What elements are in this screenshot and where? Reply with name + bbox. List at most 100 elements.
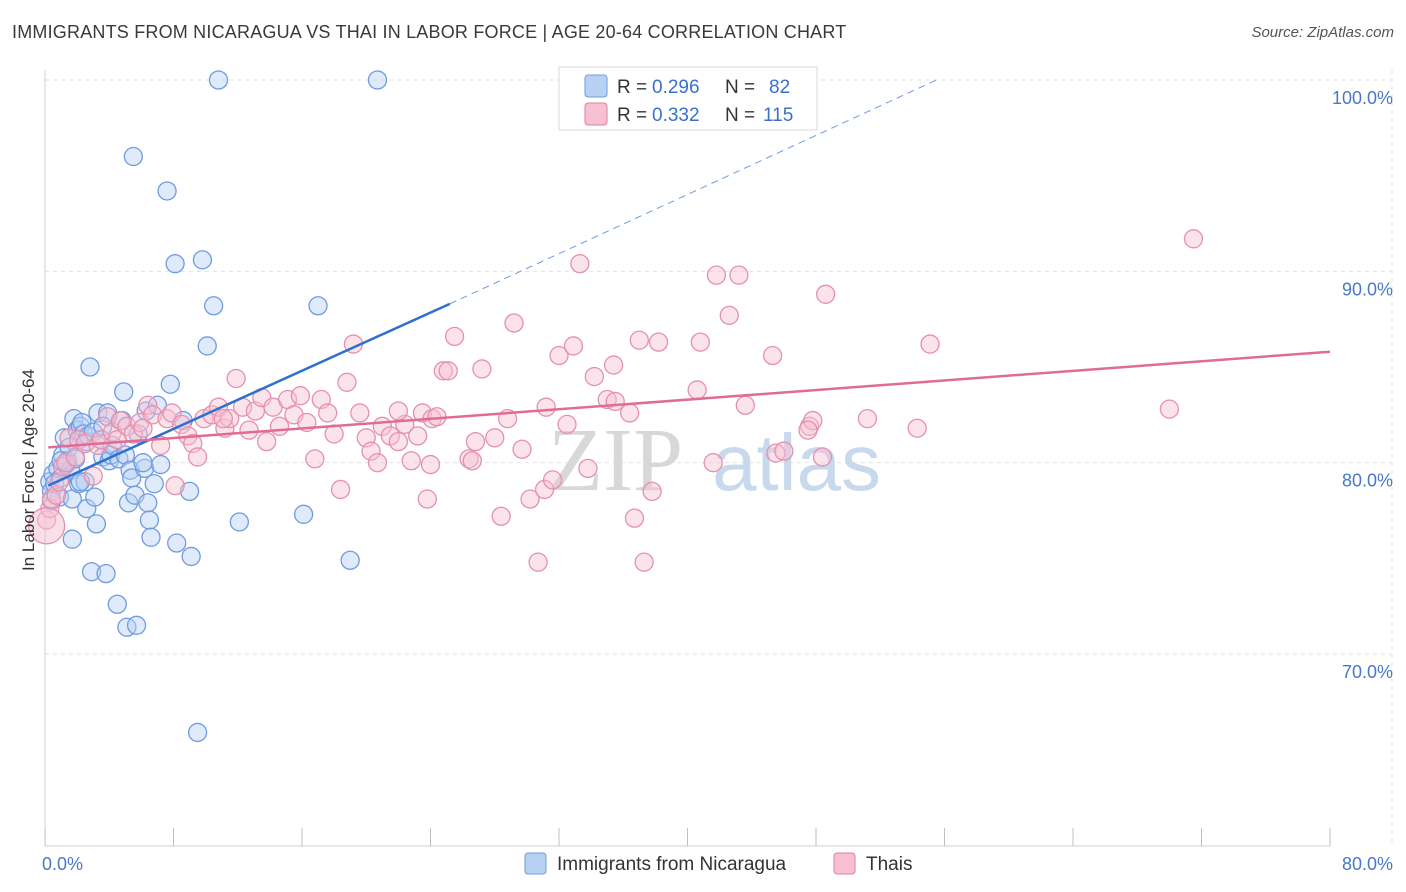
- y-tick-label: 100.0%: [1332, 88, 1393, 108]
- nicaragua-point: [81, 562, 102, 582]
- thai-point: [388, 401, 409, 421]
- thai-point: [239, 420, 259, 440]
- thai-point: [528, 552, 548, 572]
- thai-point: [290, 386, 311, 406]
- y-axis-title: In Labor Force | Age 20-64: [19, 369, 38, 571]
- watermark-atlas: atlas: [712, 418, 881, 507]
- thai-point: [138, 395, 158, 415]
- thai-point: [133, 418, 153, 438]
- thai-point: [401, 451, 421, 471]
- thai-point: [766, 443, 786, 463]
- nicaragua-point: [144, 474, 164, 494]
- nicaragua-point: [96, 563, 116, 584]
- nicaragua-point: [114, 382, 134, 402]
- nicaragua-point: [167, 533, 187, 553]
- bottom-legend: Immigrants from Nicaragua Thais: [524, 852, 912, 875]
- thai-point: [337, 372, 357, 392]
- nicaragua-point: [80, 357, 100, 377]
- thai-point: [687, 380, 707, 400]
- nicaragua-trend-line: [47, 302, 451, 487]
- thai-point: [798, 420, 818, 440]
- thai-trend-line: [48, 350, 1331, 449]
- nicaragua-point: [117, 617, 137, 637]
- nicaragua-point: [197, 336, 217, 356]
- nicaragua-point: [118, 493, 139, 513]
- x-tick-label: 0.0%: [42, 854, 83, 874]
- nicaragua-point: [141, 527, 161, 547]
- nicaragua-point: [308, 296, 328, 316]
- thai-point: [520, 489, 540, 509]
- legend-r-value-nicaragua: 0.296: [652, 77, 700, 98]
- thai-point: [444, 326, 465, 347]
- thai-point: [690, 332, 710, 352]
- thai-point: [512, 439, 532, 459]
- nicaragua-trend-extension: [449, 79, 937, 305]
- thai-point: [472, 359, 492, 379]
- thai-point: [706, 265, 727, 285]
- bottom-legend-swatch-thais: [833, 852, 856, 875]
- thai-point: [220, 409, 240, 429]
- thai-point-large: [27, 507, 66, 545]
- thai-point: [920, 334, 940, 354]
- thai-point: [729, 265, 749, 285]
- nicaragua-point: [133, 453, 153, 473]
- thai-point: [150, 435, 171, 456]
- nicaragua-point: [123, 146, 143, 167]
- thai-point: [485, 428, 505, 448]
- thai-point: [597, 389, 617, 410]
- thai-point: [417, 489, 437, 509]
- source-credit: Source: ZipAtlas.com: [1251, 24, 1394, 41]
- thai-point: [465, 431, 486, 452]
- nicaragua-point: [85, 487, 105, 507]
- thai-point: [735, 395, 755, 415]
- thai-point: [213, 409, 233, 429]
- nicaragua-point: [340, 550, 360, 570]
- thai-point: [812, 447, 833, 467]
- nicaragua-point: [229, 512, 250, 532]
- x-tick-label: 80.0%: [1342, 854, 1393, 874]
- nicaragua-point: [150, 454, 171, 475]
- thai-point: [226, 368, 246, 389]
- legend-box: R = 0.296 N = 82 R = 0.332 N = 115: [558, 66, 818, 131]
- nicaragua-point: [204, 296, 224, 316]
- thai-point: [388, 431, 409, 452]
- thai-point: [491, 506, 511, 526]
- thai-point: [1183, 229, 1204, 249]
- thai-point: [433, 361, 454, 381]
- thai-point: [56, 453, 76, 473]
- nicaragua-point: [208, 70, 229, 90]
- bottom-legend-label-thais: Thais: [866, 854, 912, 875]
- thai-point: [584, 366, 604, 387]
- legend-r-label-thais: R =: [617, 105, 647, 126]
- thai-point: [857, 409, 878, 429]
- thai-point: [269, 416, 290, 436]
- legend-swatch-thais: [584, 102, 608, 126]
- thai-point: [462, 451, 482, 471]
- nicaragua-point: [192, 250, 213, 270]
- thai-point: [257, 431, 277, 452]
- thai-point: [803, 410, 823, 431]
- thai-point: [620, 403, 640, 423]
- thai-point: [603, 355, 624, 375]
- nicaragua-point: [293, 504, 314, 524]
- x-tick-labels: 0.0% 80.0%: [42, 854, 1393, 874]
- y-tick-label: 90.0%: [1342, 279, 1393, 299]
- thai-point: [578, 458, 598, 479]
- nicaragua-point: [181, 546, 201, 567]
- y-tick-label: 80.0%: [1342, 471, 1393, 491]
- thai-point: [907, 418, 927, 438]
- nicaragua-point: [86, 514, 107, 534]
- nicaragua-point: [165, 254, 185, 274]
- nicaragua-point: [107, 594, 127, 614]
- thai-point: [420, 454, 441, 475]
- thai-point: [1159, 399, 1180, 419]
- thai-point: [361, 441, 381, 461]
- axes: [44, 70, 1331, 847]
- thai-point: [815, 284, 836, 304]
- nicaragua-point: [187, 722, 208, 743]
- legend-r-value-thais: 0.332: [652, 105, 700, 126]
- thai-point: [318, 403, 338, 423]
- thai-point: [762, 345, 783, 366]
- thai-point: [563, 336, 584, 356]
